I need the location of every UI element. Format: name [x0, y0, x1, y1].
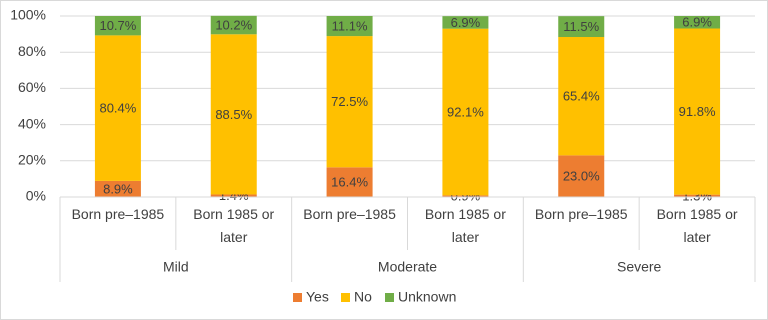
bar-segment [442, 16, 489, 29]
x-tick-label: Born pre–1985 [303, 206, 396, 222]
x-tick-label: Born pre–1985 [71, 206, 165, 222]
bar-segment [94, 35, 141, 181]
data-label: 88.5% [215, 107, 252, 122]
y-tick-label: 60% [18, 79, 46, 95]
bar-segment [210, 194, 257, 197]
data-label: 10.2% [215, 17, 252, 32]
x-tick-label: Born 1985 or later [193, 206, 275, 245]
bar-segment [326, 36, 373, 168]
group-label: Moderate [378, 259, 437, 275]
data-label: 8.9% [103, 181, 133, 196]
x-tick-label: Born pre–1985 [534, 206, 628, 222]
legend-swatch [385, 293, 394, 302]
bar-segment [94, 16, 141, 36]
bar-segment [326, 16, 373, 37]
bar-segment [94, 180, 141, 197]
data-label: 91.8% [679, 104, 716, 119]
data-label: 6.9% [682, 15, 712, 30]
legend-swatch [293, 293, 302, 302]
data-label: 11.5% [563, 19, 599, 34]
bar-segment [558, 155, 605, 197]
y-tick-label: 0% [26, 188, 46, 204]
y-tick-label: 100% [10, 7, 46, 23]
bar-segment [210, 34, 257, 195]
data-label: 72.5% [331, 94, 368, 109]
group-label: Mild [163, 259, 189, 275]
y-tick-label: 40% [18, 115, 46, 131]
bar-segment [210, 15, 257, 35]
legend-label: Unknown [398, 289, 456, 305]
group-label: Severe [617, 259, 662, 275]
data-label: 10.7% [99, 18, 136, 33]
data-label: 92.1% [447, 104, 484, 119]
legend-swatch [341, 293, 350, 302]
bar-segment [558, 16, 605, 37]
bar-segment [326, 167, 373, 197]
bar-segment [674, 194, 721, 197]
y-tick-label: 80% [18, 43, 46, 59]
data-label: 16.4% [331, 175, 368, 190]
data-label: 11.1% [332, 18, 368, 33]
data-label: 80.4% [99, 101, 136, 116]
bar-segment [558, 36, 605, 156]
bar-segment [442, 195, 489, 197]
legend-label: Yes [306, 289, 329, 305]
y-tick-label: 20% [18, 152, 46, 168]
data-label: 65.4% [563, 89, 600, 104]
bar-segment [674, 16, 721, 29]
x-tick-label: Born 1985 or later [424, 206, 506, 245]
data-label: 23.0% [563, 169, 600, 184]
x-tick-label: Born 1985 or later [656, 206, 738, 245]
legend-label: No [354, 289, 372, 305]
bar-segment [442, 28, 489, 196]
bar-segment [674, 28, 721, 195]
data-label: 6.9% [451, 15, 481, 30]
